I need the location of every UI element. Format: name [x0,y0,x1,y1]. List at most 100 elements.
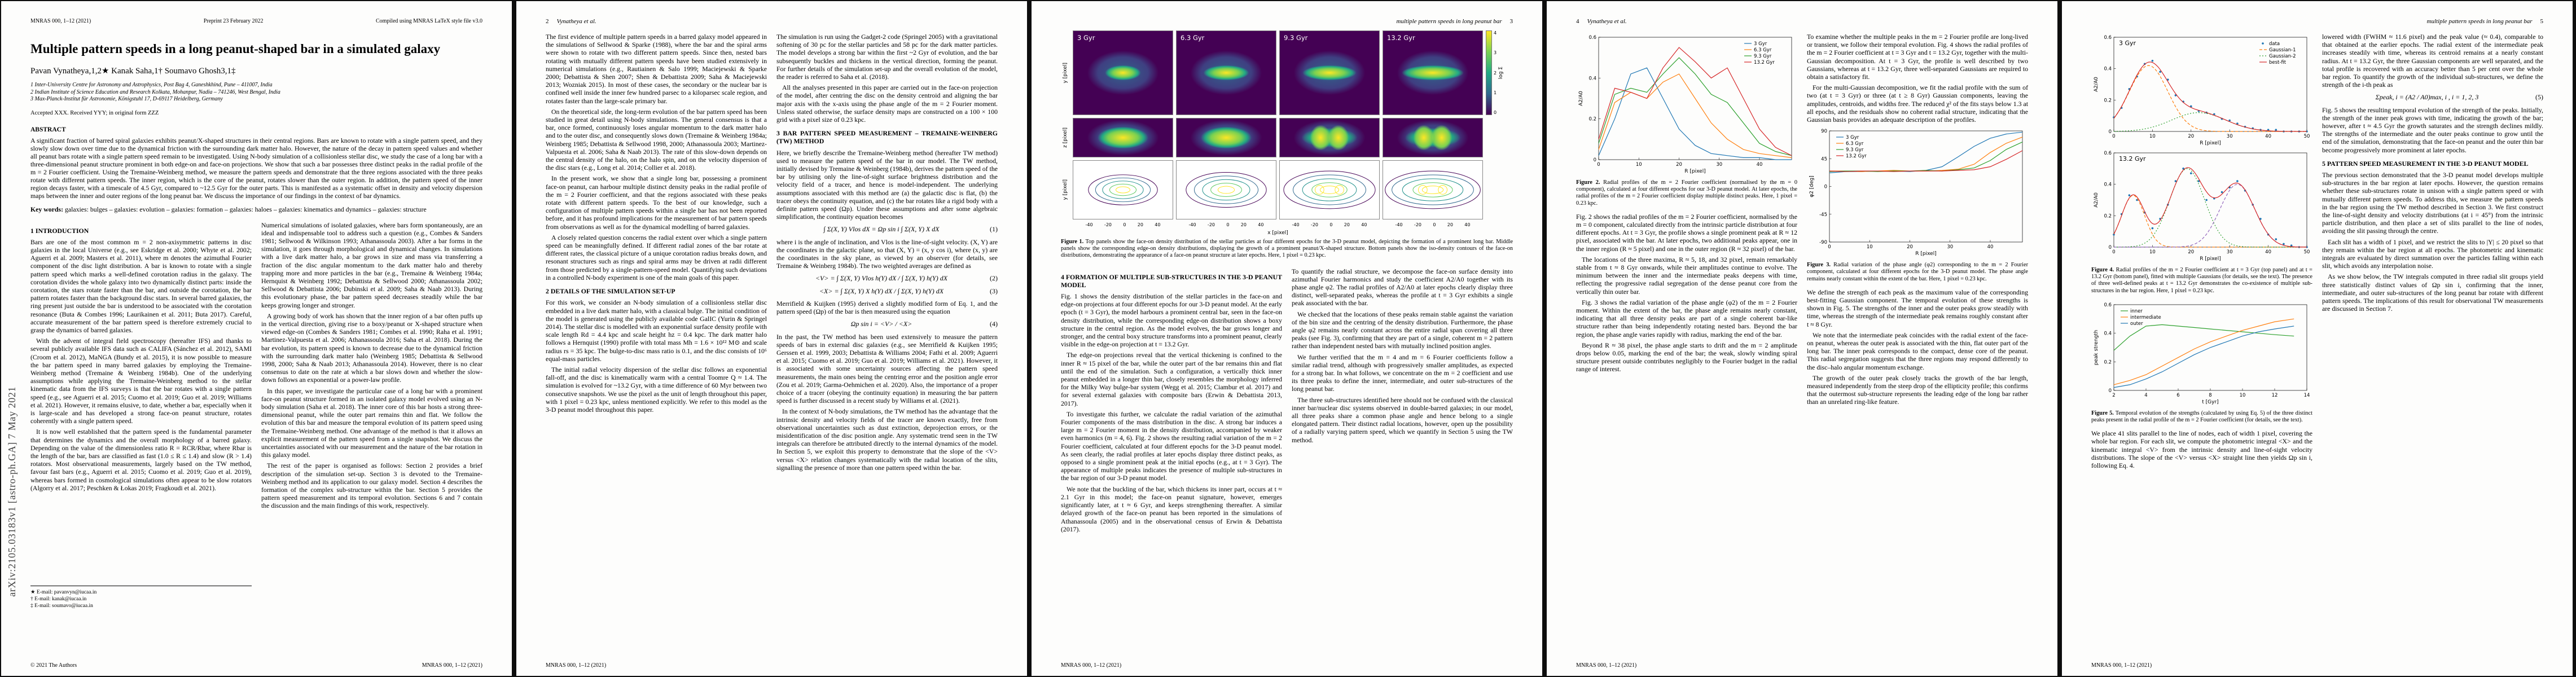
svg-text:90: 90 [1821,129,1827,134]
x-axis-label: x [pixel] [1267,230,1288,236]
equation-number: (2) [990,274,998,283]
svg-text:0.6: 0.6 [2104,302,2112,308]
svg-text:0.6: 0.6 [1588,35,1596,41]
paragraph: lowered width (FWHM ≈ 11.6 pixel) and th… [2322,33,2543,89]
epoch-label: 6.3 Gyr [1181,34,1205,42]
svg-text:A2/A0: A2/A0 [2094,192,2099,208]
paragraph: It is now well established that the patt… [30,428,252,492]
footnote: ★ E-mail: pavanvyn@iucaa.in [30,589,97,595]
svg-text:3 Gyr: 3 Gyr [1846,135,1859,140]
running-title: multiple pattern speeds in long peanut b… [2426,18,2533,25]
running-head: Vynatheya et al. [556,18,596,25]
page-5: multiple pattern speeds in long peanut b… [2062,1,2573,676]
page-number: 3 [1509,18,1513,25]
svg-text:6.3 Gyr: 6.3 Gyr [1754,47,1772,53]
page2-columns: The first evidence of multiple pattern s… [546,33,998,474]
svg-text:50: 50 [2304,249,2310,255]
equation-number: (4) [990,320,998,328]
figure-2-plot: 0 10 20 30 40 0 0.2 0.4 0.6 R [pixel] A2/A0 3 Gyr6.… [1578,35,1792,174]
colorbar-gradient [1486,30,1492,115]
page2-header: 2 Vynatheya et al. [546,18,998,25]
paragraph: We define the strength of each peak as t… [1807,288,2028,328]
svg-text:φ2 [deg]: φ2 [deg] [1809,175,1815,197]
svg-text:-90: -90 [1819,240,1827,245]
equation-4: Ωp sin i = <V> / <X> (4) [776,320,998,328]
page2-footer: MNRAS 000, 1–12 (2021) [546,662,998,669]
svg-text:13.2 Gyr: 13.2 Gyr [2119,155,2146,162]
running-title: multiple pattern speeds in long peanut b… [1396,18,1502,25]
faceon-density-panel: 6.3 Gyr [1176,30,1276,115]
paragraph: where i is the angle of inclination, and… [776,238,998,270]
paragraph: The locations of the three maxima, R ≈ 5… [1576,255,1797,296]
svg-text:0: 0 [1828,244,1831,250]
paragraph: To quantify the radial structure, we dec… [1292,267,1513,307]
svg-text:0.2: 0.2 [1588,117,1596,122]
paragraph: Here, we briefly describe the Tremaine-W… [776,148,998,221]
paragraph: The growth of the outer peak closely tra… [1807,373,2028,406]
copyright: © 2021 The Authors [30,662,77,669]
svg-text:0.4: 0.4 [2104,331,2112,336]
epoch-label: 9.3 Gyr [1284,34,1308,42]
paragraph: A growing body of work has shown that th… [261,311,482,384]
svg-text:50: 50 [2304,134,2310,139]
paragraph: The previous section demonstrated that t… [2322,171,2543,235]
paragraph: Each slit has a width of 1 pixel, and we… [2322,238,2543,270]
contour-panel [1383,160,1483,219]
svg-text:40: 40 [2265,134,2271,139]
svg-text:3 Gyr: 3 Gyr [2119,39,2136,47]
figure-2-caption: Figure 2. Radial profiles of the m = 2 F… [1576,179,1797,206]
svg-text:0: 0 [1597,162,1600,168]
svg-text:0.4: 0.4 [1588,76,1596,81]
journal-ref: MNRAS 000, 1–12 (2021) [546,662,607,669]
journal-ref: MNRAS 000, 1–12 (2021) [2091,662,2152,669]
svg-text:40: 40 [1987,244,1994,250]
svg-text:3 Gyr: 3 Gyr [1754,41,1767,47]
equation-5: Σpeak, i = (A2 / A0)max, i , i = 1, 2, 3… [2322,93,2543,101]
journal-ref: MNRAS 000, 1–12 (2021) [422,662,482,669]
svg-text:20: 20 [1676,162,1682,168]
affiliation: 1 Inter-University Centre for Astronomy … [30,82,273,88]
colorbar: 4 3 2 1 0 log Σ [1486,30,1513,115]
svg-text:0.6: 0.6 [2104,151,2112,156]
equation-body: ∫ Σ(X, Y) Vlos dX = Ωp sin i ∫ Σ(X, Y) X… [823,225,940,234]
svg-text:20: 20 [2188,134,2194,139]
x-tick-labels: -40 -20 0 20 40 [1395,222,1471,227]
contour-panel [1279,160,1380,219]
figure-5-caption: Figure 5. Temporal evolution of the stre… [2091,410,2313,424]
equation-body: Ωp sin i = <V> / <X> [850,320,912,328]
page1-columns: 1 INTRODUCTION Bars are one of the most … [30,221,482,609]
svg-text:10: 10 [1636,162,1642,168]
equation-number: (5) [2535,93,2543,102]
figure-4-top-plot: 0 10 20 30 40 50 0 0.2 0.4 0.6 R [pixel] A2/A0 3 Gyr… [2094,35,2310,146]
page3-header: multiple pattern speeds in long peanut b… [1061,18,1513,25]
figure-1-caption: Figure 1. Top panels show the face-on de… [1061,239,1513,259]
svg-text:intermediate: intermediate [2130,315,2161,320]
paragraph: The initial radial velocity dispersion o… [546,365,767,414]
svg-text:30: 30 [1947,244,1953,250]
svg-text:A2/A0: A2/A0 [1578,91,1584,106]
paragraph: Fig. 1 shows the density distribution of… [1061,292,1282,349]
column-right: Numerical simulations of isolated galaxi… [261,221,482,609]
svg-text:Gaussian-1: Gaussian-1 [2269,47,2296,53]
paragraph: We note that the intermediate peak coinc… [1807,331,2028,371]
figure-4-caption: Figure 4. Radial profiles of the m = 2 F… [2091,267,2312,294]
paragraph: All the analyses presented in this paper… [776,83,998,124]
section-heading-4: 4 FORMATION OF MULTIPLE SUB-STRUCTURES I… [1061,272,1282,289]
preprint-date: Preprint 23 February 2022 [203,18,264,24]
page5-columns: 0 10 20 30 40 50 0 0.2 0.4 0.6 R [pixel] A2/A0 3 Gyr… [2091,33,2543,472]
contour-panel [1073,160,1173,219]
paragraph: Beyond R ≈ 38 pixel, the phase angle sta… [1576,341,1797,373]
svg-text:30: 30 [1716,162,1722,168]
svg-text:A2/A0: A2/A0 [2094,77,2099,92]
svg-text:10: 10 [2240,393,2246,398]
compiled-note: Compiled using MNRAS LaTeX style file v3… [375,18,482,24]
page4-header: 4 Vynatheya et al. [1576,18,2028,25]
svg-text:-45: -45 [1819,212,1827,218]
journal-ref: MNRAS 000, 1–12 (2021) [1061,662,1122,669]
section-heading-5: 5 PATTERN SPEED MEASUREMENT IN THE 3-D P… [2322,159,2529,168]
edgeon-density-panel [1073,118,1173,157]
svg-text:0: 0 [2112,249,2115,255]
column-left: 4 FORMATION OF MULTIPLE SUB-STRUCTURES I… [1061,267,1282,536]
page4-footer: MNRAS 000, 1–12 (2021) [1576,662,2028,669]
epoch-label: 13.2 Gyr [1387,34,1415,42]
